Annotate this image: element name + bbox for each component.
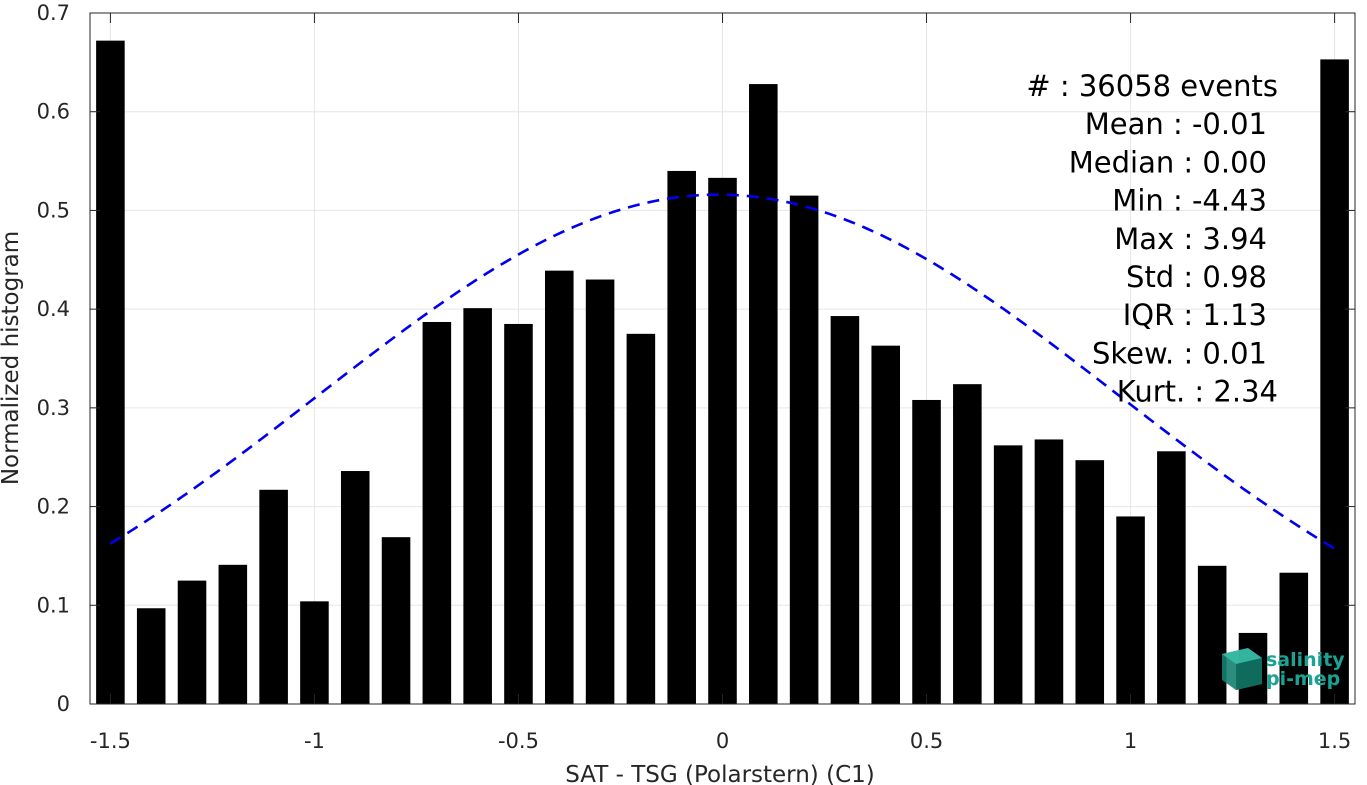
y-tick-label-2: 0.2 [37, 495, 70, 519]
x-tick-labels: -1.5 -1 -0.5 0 0.5 1 1.5 [90, 729, 1351, 753]
bar-15 [708, 177, 737, 705]
stat-line-5: Std : 0.98 [1126, 260, 1267, 294]
bar-30 [1320, 59, 1349, 705]
cube-logo-icon [1222, 648, 1262, 690]
y-tick-label-5: 0.5 [37, 198, 70, 222]
bar-18 [830, 316, 860, 704]
y-tick-label-1: 0.1 [37, 593, 70, 617]
bar-1 [136, 608, 166, 704]
stat-line-4: Max : 3.94 [1114, 222, 1267, 256]
x-axis-label: SAT - TSG (Polarstern) (C1) [565, 762, 874, 785]
bar-20 [912, 399, 941, 704]
bar-4 [259, 489, 288, 704]
bar-13 [626, 333, 656, 704]
y-tick-label-6: 0.6 [37, 100, 70, 124]
x-tick-label-6: 1.5 [1318, 729, 1351, 753]
bar-26 [1157, 451, 1186, 704]
bars-group [96, 40, 1349, 705]
bar-29 [1279, 572, 1309, 704]
bar-25 [1116, 516, 1145, 704]
x-tick-label-4: 0.5 [910, 729, 943, 753]
y-axis-label: Normalized histogram [0, 231, 24, 485]
bar-5 [300, 601, 329, 704]
bar-21 [953, 384, 982, 704]
bar-6 [340, 471, 370, 704]
bar-22 [993, 445, 1023, 704]
y-tick-label-3: 0.3 [37, 396, 70, 420]
stat-line-3: Min : -4.43 [1112, 184, 1267, 218]
stat-line-1: Mean : -0.01 [1085, 107, 1267, 141]
y-tick-label-0: 0 [57, 692, 70, 716]
stat-line-2: Median : 0.00 [1069, 145, 1267, 179]
bar-0 [96, 40, 125, 704]
bar-10 [504, 323, 533, 704]
x-tick-label-0: -1.5 [90, 729, 131, 753]
bar-2 [177, 580, 207, 704]
bar-3 [218, 564, 248, 704]
logo-text-line2: pi-mep [1266, 668, 1340, 690]
y-tick-labels: 0 0.1 0.2 0.3 0.4 0.5 0.6 0.7 [37, 1, 70, 716]
bar-9 [463, 308, 492, 704]
bar-24 [1075, 460, 1105, 704]
bar-12 [585, 279, 615, 704]
bar-14 [667, 170, 696, 704]
bar-19 [871, 345, 901, 704]
x-tick-label-2: -0.5 [498, 729, 539, 753]
x-tick-label-1: -1 [304, 729, 325, 753]
x-tick-label-3: 0 [716, 729, 729, 753]
stat-line-7: Skew. : 0.01 [1092, 336, 1267, 370]
stat-line-0: # : 36058 events [1026, 69, 1278, 103]
y-tick-label-7: 0.7 [37, 1, 70, 25]
bar-23 [1034, 439, 1064, 704]
gaussian-fit-curve [109, 193, 1336, 550]
bar-7 [381, 537, 411, 704]
stat-line-6: IQR : 1.13 [1123, 298, 1267, 332]
salinity-pi-mep-logo: salinity pi-mep [1222, 648, 1345, 690]
bar-17 [789, 195, 819, 704]
stat-line-8: Kurt. : 2.34 [1117, 375, 1278, 409]
y-tick-label-4: 0.4 [37, 297, 70, 321]
logo-text-line1: salinity [1266, 649, 1345, 671]
bar-27 [1197, 565, 1227, 704]
bar-16 [749, 84, 778, 705]
x-tick-label-5: 1 [1124, 729, 1137, 753]
statistics-box: # : 36058 events Mean : -0.01 Median : 0.0… [1026, 69, 1278, 409]
bar-11 [544, 270, 574, 704]
bar-8 [422, 321, 452, 704]
axis-ticks [90, 12, 1355, 705]
